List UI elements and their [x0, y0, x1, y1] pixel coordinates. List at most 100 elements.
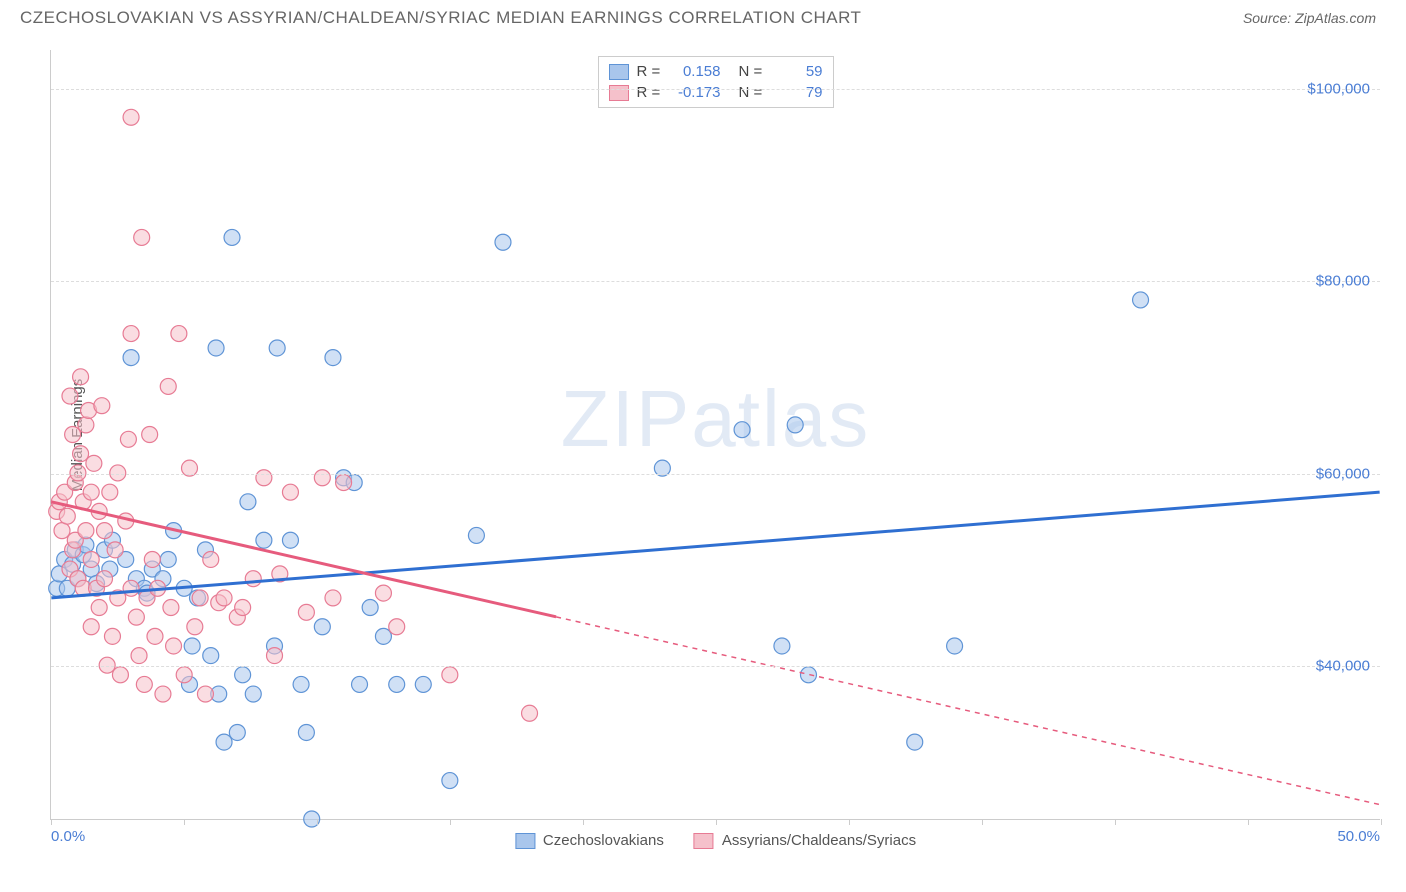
scatter-point-assyrian: [442, 667, 458, 683]
scatter-point-assyrian: [282, 484, 298, 500]
scatter-point-assyrian: [104, 628, 120, 644]
scatter-point-czech: [362, 600, 378, 616]
x-axis-min-label: 0.0%: [51, 828, 85, 845]
scatter-point-assyrian: [144, 551, 160, 567]
scatter-point-assyrian: [131, 648, 147, 664]
x-tick: [1115, 819, 1116, 825]
source-label: Source: ZipAtlas.com: [1243, 10, 1376, 26]
scatter-point-assyrian: [171, 326, 187, 342]
scatter-point-assyrian: [389, 619, 405, 635]
scatter-point-assyrian: [325, 590, 341, 606]
scatter-point-czech: [160, 551, 176, 567]
scatter-point-assyrian: [192, 590, 208, 606]
x-tick: [184, 819, 185, 825]
series-legend: Czechoslovakians Assyrians/Chaldeans/Syri…: [515, 832, 916, 849]
r-value: 0.158: [669, 63, 721, 80]
scatter-point-czech: [325, 350, 341, 366]
x-tick: [716, 819, 717, 825]
scatter-point-czech: [123, 350, 139, 366]
chart-area: Median Earnings ZIPatlas R =0.158N =59R …: [50, 50, 1380, 820]
scatter-point-czech: [375, 628, 391, 644]
n-label: N =: [739, 84, 763, 101]
scatter-point-assyrian: [97, 571, 113, 587]
x-tick: [982, 819, 983, 825]
scatter-point-czech: [256, 532, 272, 548]
scatter-point-assyrian: [73, 369, 89, 385]
scatter-point-czech: [352, 676, 368, 692]
scatter-point-czech: [734, 422, 750, 438]
scatter-point-czech: [293, 676, 309, 692]
legend-label: Assyrians/Chaldeans/Syriacs: [722, 832, 916, 849]
legend-swatch-icon: [609, 85, 629, 101]
scatter-point-assyrian: [197, 686, 213, 702]
scatter-point-assyrian: [97, 523, 113, 539]
scatter-point-assyrian: [176, 667, 192, 683]
legend-swatch-icon: [515, 833, 535, 849]
scatter-point-assyrian: [136, 676, 152, 692]
x-tick: [317, 819, 318, 825]
scatter-point-assyrian: [102, 484, 118, 500]
x-axis-max-label: 50.0%: [1337, 828, 1380, 845]
y-tick-label: $100,000: [1307, 80, 1370, 97]
legend-label: Czechoslovakians: [543, 832, 664, 849]
scatter-point-assyrian: [78, 523, 94, 539]
scatter-point-czech: [774, 638, 790, 654]
scatter-point-czech: [229, 724, 245, 740]
x-tick: [450, 819, 451, 825]
y-tick-label: $40,000: [1316, 658, 1370, 675]
scatter-point-assyrian: [298, 604, 314, 620]
legend-item-assyrian: Assyrians/Chaldeans/Syriacs: [694, 832, 916, 849]
regression-line-dashed-assyrian: [556, 617, 1380, 805]
scatter-point-assyrian: [123, 326, 139, 342]
scatter-point-czech: [224, 229, 240, 245]
legend-item-czech: Czechoslovakians: [515, 832, 664, 849]
scatter-point-czech: [800, 667, 816, 683]
scatter-point-czech: [245, 686, 261, 702]
correlation-legend: R =0.158N =59R =-0.173N =79: [598, 56, 834, 108]
scatter-point-czech: [415, 676, 431, 692]
scatter-point-assyrian: [83, 619, 99, 635]
gridline: [51, 474, 1380, 475]
x-tick: [849, 819, 850, 825]
scatter-point-assyrian: [166, 638, 182, 654]
scatter-point-assyrian: [123, 580, 139, 596]
scatter-point-czech: [203, 648, 219, 664]
r-label: R =: [637, 84, 661, 101]
gridline: [51, 666, 1380, 667]
legend-swatch-icon: [694, 833, 714, 849]
scatter-point-czech: [389, 676, 405, 692]
scatter-point-assyrian: [94, 398, 110, 414]
legend-row-assyrian: R =-0.173N =79: [609, 82, 823, 103]
scatter-point-czech: [240, 494, 256, 510]
scatter-point-czech: [184, 638, 200, 654]
scatter-point-assyrian: [134, 229, 150, 245]
scatter-point-assyrian: [62, 388, 78, 404]
scatter-point-assyrian: [107, 542, 123, 558]
scatter-point-assyrian: [83, 484, 99, 500]
scatter-point-assyrian: [123, 109, 139, 125]
r-value: -0.173: [669, 84, 721, 101]
scatter-point-czech: [442, 773, 458, 789]
scatter-point-assyrian: [336, 475, 352, 491]
scatter-point-assyrian: [522, 705, 538, 721]
scatter-point-assyrian: [187, 619, 203, 635]
scatter-point-assyrian: [83, 551, 99, 567]
y-tick-label: $80,000: [1316, 273, 1370, 290]
scatter-point-czech: [1133, 292, 1149, 308]
scatter-point-czech: [235, 667, 251, 683]
scatter-point-assyrian: [235, 600, 251, 616]
scatter-point-czech: [216, 734, 232, 750]
r-label: R =: [637, 63, 661, 80]
scatter-point-assyrian: [160, 378, 176, 394]
scatter-point-czech: [787, 417, 803, 433]
scatter-point-assyrian: [91, 600, 107, 616]
y-tick-label: $60,000: [1316, 465, 1370, 482]
scatter-point-assyrian: [155, 686, 171, 702]
scatter-point-assyrian: [86, 455, 102, 471]
scatter-point-assyrian: [65, 427, 81, 443]
gridline: [51, 89, 1380, 90]
scatter-point-assyrian: [245, 571, 261, 587]
scatter-point-assyrian: [59, 508, 75, 524]
scatter-point-assyrian: [203, 551, 219, 567]
scatter-point-assyrian: [314, 470, 330, 486]
